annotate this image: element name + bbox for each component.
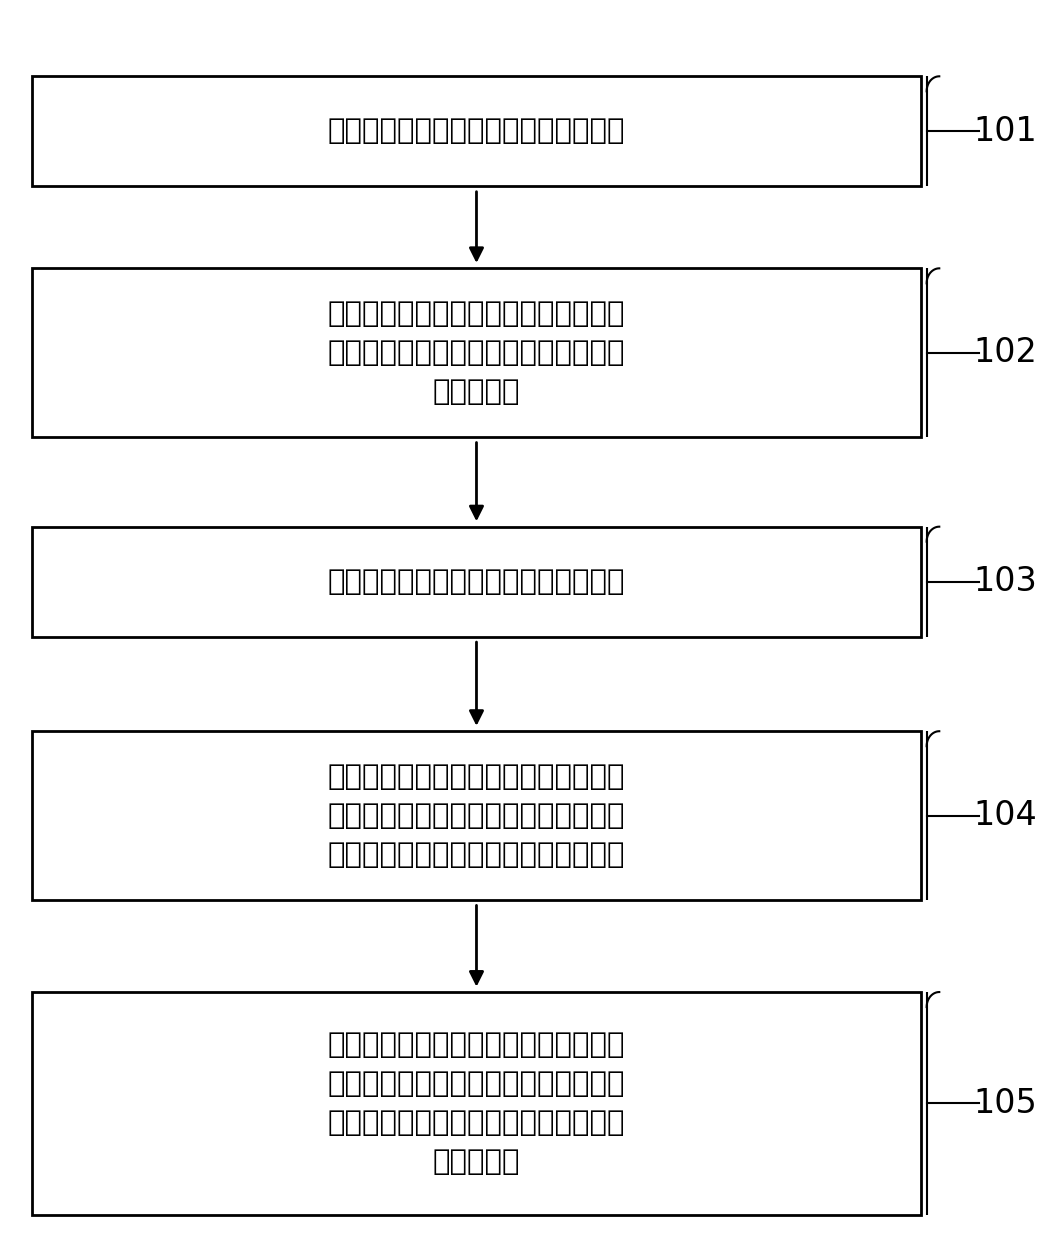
Text: 105: 105 — [974, 1087, 1037, 1120]
Text: 104: 104 — [974, 799, 1037, 832]
Text: 识别所述矿斗图像中矿斗所在区域各个
位置的深度信息，得到所述矿斗的上表
面各点到所述三维成像装置的竖直距离: 识别所述矿斗图像中矿斗所在区域各个 位置的深度信息，得到所述矿斗的上表 面各点到… — [327, 763, 625, 868]
Bar — [32, 992, 921, 1215]
Text: 将所述矿斗图像的坐标系转换为以所述
三维成像装置的成像中心为原点的真实
世界坐标系: 将所述矿斗图像的坐标系转换为以所述 三维成像装置的成像中心为原点的真实 世界坐标… — [327, 300, 625, 405]
Text: 102: 102 — [974, 337, 1037, 369]
Bar — [32, 269, 921, 438]
Bar — [32, 527, 921, 637]
Bar — [32, 76, 921, 186]
Text: 从所述矿斗图像中识别出矿斗所在区域: 从所述矿斗图像中识别出矿斗所在区域 — [327, 568, 625, 595]
Text: 101: 101 — [974, 115, 1037, 148]
Text: 根据所述矿斗的形状和大小以及所述矿
斗的上表面各点到所述三维成像装置的
竖直距离，利用微积分计算所述矿斗内
矿物的体积: 根据所述矿斗的形状和大小以及所述矿 斗的上表面各点到所述三维成像装置的 竖直距离… — [327, 1031, 625, 1176]
Text: 获取所述三维成像装置拍摄的矿斗图像: 获取所述三维成像装置拍摄的矿斗图像 — [327, 118, 625, 145]
Bar — [32, 731, 921, 901]
Text: 103: 103 — [974, 565, 1037, 598]
